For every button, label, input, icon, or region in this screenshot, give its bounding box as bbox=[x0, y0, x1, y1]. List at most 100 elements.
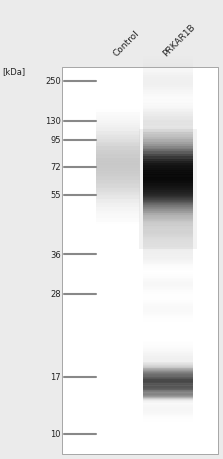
Bar bbox=[96, 113, 140, 117]
Bar bbox=[143, 250, 193, 251]
Bar bbox=[143, 247, 193, 248]
Text: PRKAR1B: PRKAR1B bbox=[162, 22, 197, 58]
Bar bbox=[143, 151, 193, 152]
Bar bbox=[143, 372, 193, 373]
Bar bbox=[143, 379, 193, 380]
Bar bbox=[96, 135, 140, 139]
Bar bbox=[143, 273, 193, 274]
Bar bbox=[143, 264, 193, 265]
Bar bbox=[143, 155, 193, 157]
Bar bbox=[96, 213, 140, 216]
Bar bbox=[143, 389, 193, 390]
Bar bbox=[143, 176, 193, 178]
Bar bbox=[143, 155, 193, 157]
Bar bbox=[143, 390, 193, 391]
Bar bbox=[96, 143, 140, 147]
Bar bbox=[96, 162, 140, 166]
Bar bbox=[143, 198, 193, 200]
Bar bbox=[143, 404, 193, 405]
Bar bbox=[143, 389, 193, 390]
Bar bbox=[96, 154, 140, 158]
Bar bbox=[143, 131, 193, 133]
Bar bbox=[143, 140, 193, 141]
Bar bbox=[143, 98, 193, 100]
Bar bbox=[143, 211, 193, 213]
Bar bbox=[143, 411, 193, 412]
Bar bbox=[96, 128, 140, 132]
Bar bbox=[143, 362, 193, 363]
Bar bbox=[143, 190, 193, 191]
Bar bbox=[143, 416, 193, 417]
Bar bbox=[143, 239, 193, 240]
Bar bbox=[143, 368, 193, 369]
Bar bbox=[143, 191, 193, 192]
Bar bbox=[143, 232, 193, 233]
Bar bbox=[143, 151, 193, 153]
Bar bbox=[143, 383, 193, 384]
Bar bbox=[143, 143, 193, 144]
Bar bbox=[143, 175, 193, 177]
Bar bbox=[143, 386, 193, 387]
Bar bbox=[143, 162, 193, 164]
Bar bbox=[96, 150, 140, 153]
Bar bbox=[143, 196, 193, 198]
Bar bbox=[143, 231, 193, 233]
Bar bbox=[143, 349, 193, 351]
Bar bbox=[143, 394, 193, 395]
Bar bbox=[143, 179, 193, 182]
Bar bbox=[143, 213, 193, 214]
Bar bbox=[143, 202, 193, 204]
Bar bbox=[143, 204, 193, 206]
Bar bbox=[143, 311, 193, 312]
Bar bbox=[96, 192, 140, 196]
Bar bbox=[143, 99, 193, 101]
Bar bbox=[96, 138, 140, 141]
Bar bbox=[143, 236, 193, 237]
Bar bbox=[143, 265, 193, 266]
Bar bbox=[96, 122, 140, 125]
Bar bbox=[96, 184, 140, 187]
Bar bbox=[143, 59, 193, 60]
Bar bbox=[143, 382, 193, 383]
Bar bbox=[96, 125, 140, 129]
Bar bbox=[143, 371, 193, 373]
Bar bbox=[96, 134, 140, 138]
Bar bbox=[96, 119, 140, 122]
Bar bbox=[143, 133, 193, 135]
Text: 17: 17 bbox=[50, 373, 61, 382]
Bar bbox=[143, 189, 193, 190]
Bar bbox=[143, 283, 193, 284]
Bar bbox=[143, 190, 193, 193]
Bar bbox=[143, 380, 193, 381]
Bar bbox=[96, 145, 140, 147]
Bar bbox=[143, 268, 193, 269]
Bar bbox=[143, 400, 193, 401]
Bar bbox=[143, 157, 193, 159]
Text: 36: 36 bbox=[50, 250, 61, 259]
Bar bbox=[143, 138, 193, 140]
Bar bbox=[143, 150, 193, 151]
Bar bbox=[143, 408, 193, 409]
Bar bbox=[143, 231, 193, 232]
Bar bbox=[143, 314, 193, 315]
Bar bbox=[143, 201, 193, 202]
Bar bbox=[143, 221, 193, 222]
Bar bbox=[143, 221, 193, 223]
Bar bbox=[96, 180, 140, 183]
Bar bbox=[143, 188, 193, 190]
Bar bbox=[143, 395, 193, 396]
Bar bbox=[143, 277, 193, 278]
Bar bbox=[143, 237, 193, 238]
Bar bbox=[143, 142, 193, 145]
Bar bbox=[143, 367, 193, 368]
Bar bbox=[143, 378, 193, 379]
Bar bbox=[143, 206, 193, 207]
Bar bbox=[139, 130, 197, 249]
Bar bbox=[143, 377, 193, 378]
Bar bbox=[143, 241, 193, 242]
Bar bbox=[143, 193, 193, 195]
Bar bbox=[143, 93, 193, 95]
Bar bbox=[143, 254, 193, 255]
Bar bbox=[143, 204, 193, 206]
Bar bbox=[143, 143, 193, 144]
